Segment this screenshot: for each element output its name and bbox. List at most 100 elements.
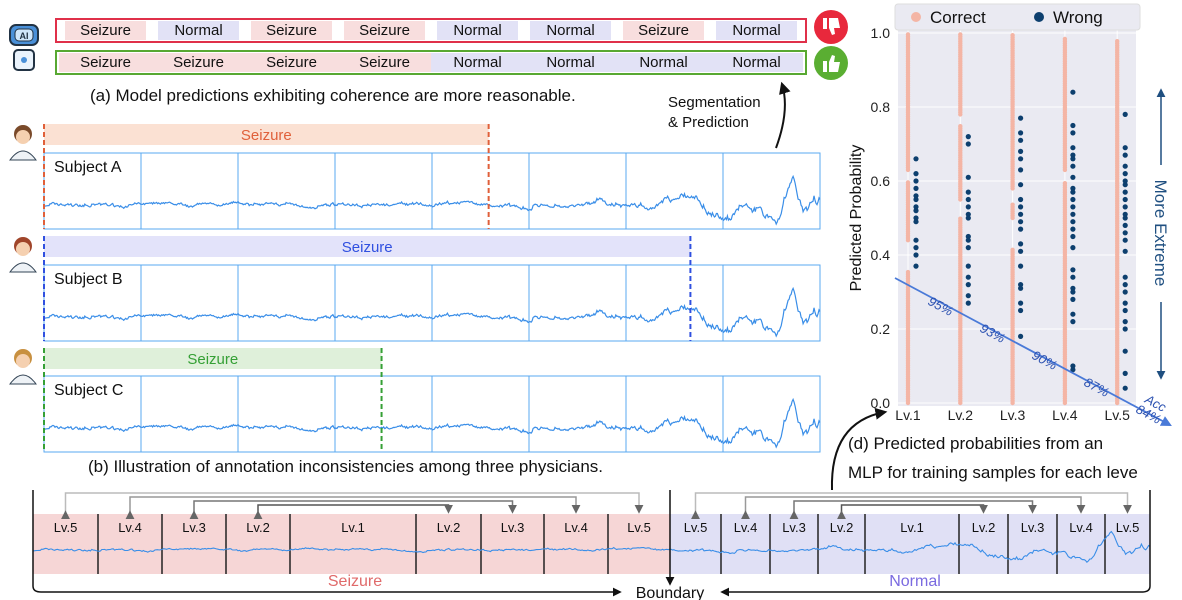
correct-point: [958, 32, 963, 37]
wrong-point: [1070, 122, 1076, 129]
prediction-cell-seizure: Seizure: [623, 21, 704, 40]
level-pair-arrow: [741, 496, 1086, 520]
annotation-bar: [44, 348, 382, 369]
level-label: Lv.4: [1069, 520, 1093, 535]
wrong-point: [965, 263, 971, 269]
panel-d-arrow: [830, 407, 888, 491]
correct-point: [905, 269, 911, 275]
prediction-cell-seizure: Seizure: [344, 21, 425, 40]
wrong-point: [913, 208, 919, 214]
level-pair-arrow: [125, 496, 581, 520]
wrong-point: [1122, 319, 1128, 325]
annotation-label: Seizure: [241, 127, 292, 144]
wrong-point: [1070, 311, 1076, 317]
wrong-point: [965, 245, 971, 251]
plot-area: [898, 30, 1136, 406]
wrong-point: [1122, 189, 1128, 195]
wrong-point: [1122, 326, 1128, 332]
eeg-signal: [33, 530, 1151, 563]
x-tick-label: Lv.3: [1000, 407, 1026, 423]
wrong-point: [1070, 211, 1076, 217]
prediction-cell-seizure: Seizure: [251, 21, 332, 40]
wrong-point: [965, 134, 971, 140]
annotation-bar: [44, 124, 489, 145]
level-label: Lv.1: [341, 520, 365, 535]
correct-point: [905, 32, 911, 37]
wrong-point: [1018, 263, 1024, 269]
y-tick-label: 0.8: [871, 99, 891, 115]
wrong-point: [965, 274, 971, 280]
level-label: Lv.3: [182, 520, 206, 535]
level-pair-arrow: [253, 504, 453, 520]
wrong-point: [913, 196, 919, 203]
legend-wrong-marker: [1034, 12, 1044, 22]
normal-bracket-arrow: [720, 490, 1151, 597]
prediction-cell-normal: Normal: [617, 53, 710, 72]
correct-point: [1010, 247, 1015, 253]
boundary-label: Boundary: [636, 585, 705, 600]
level-label: Lv.1: [900, 520, 924, 535]
wrong-point: [965, 204, 971, 210]
y-tick-label: 1.0: [871, 25, 891, 41]
caption-a: (a) Model predictions exhibiting coheren…: [90, 86, 576, 105]
wrong-point: [1018, 156, 1024, 162]
wrong-point: [1070, 274, 1076, 280]
wrong-point: [1122, 196, 1128, 203]
wrong-point: [1018, 333, 1024, 339]
level-pair-arrow: [691, 492, 1132, 520]
wrong-point: [1070, 156, 1076, 162]
wrong-point: [1070, 219, 1076, 225]
wrong-point: [1122, 348, 1128, 354]
accuracy-trend-arrow: [894, 277, 1172, 427]
wrong-point: [1070, 130, 1076, 136]
caption-d-line2: MLP for training samples for each leve: [848, 463, 1138, 482]
physician-icon: [9, 349, 37, 385]
subject-name: Subject A: [54, 159, 122, 176]
correct-point: [905, 180, 911, 185]
wrong-point: [1070, 145, 1076, 151]
correct-point: [1062, 181, 1068, 186]
annotation-bar: [44, 236, 691, 257]
wrong-point: [1122, 289, 1128, 295]
wrong-point: [1070, 196, 1076, 203]
annotation-label: Seizure: [342, 239, 393, 256]
wrong-point: [1018, 285, 1024, 291]
wrong-point: [1018, 115, 1024, 121]
wrong-point: [913, 263, 919, 269]
wrong-point: [1018, 248, 1024, 254]
robot-ai-icon: AI: [9, 24, 39, 71]
thumbs-up-icon: [814, 46, 848, 80]
wrong-point: [1018, 219, 1024, 225]
wrong-point: [1018, 130, 1024, 136]
wrong-point: [1070, 226, 1076, 232]
wrong-point: [1018, 282, 1024, 288]
annotation-label: Seizure: [187, 351, 238, 368]
level-label: Lv.3: [1021, 520, 1045, 535]
subject-panel: Seizure Subject A: [9, 124, 821, 230]
wrong-point: [1018, 241, 1024, 247]
wrong-point: [965, 293, 971, 299]
svg-text:AI: AI: [20, 31, 29, 41]
x-tick-label: Lv.1: [895, 407, 921, 423]
y-tick-label: 0.2: [871, 321, 891, 337]
level-pair-arrow: [837, 504, 988, 520]
wrong-point: [965, 215, 971, 221]
level-label: Lv.2: [830, 520, 854, 535]
wrong-point: [1122, 237, 1128, 243]
wrong-point: [965, 300, 971, 306]
prediction-cell-seizure: Seizure: [245, 53, 338, 72]
prediction-cell-normal: Normal: [716, 21, 797, 40]
wrong-point: [1018, 300, 1024, 306]
wrong-point: [1122, 274, 1128, 280]
subject-name: Subject B: [54, 271, 122, 288]
wrong-point: [1018, 307, 1024, 314]
prediction-cell-seizure: Seizure: [338, 53, 431, 72]
y-tick-label: 0.6: [871, 173, 891, 189]
level-pair-arrow: [789, 500, 1037, 520]
correct-point: [1010, 33, 1015, 38]
wrong-point: [965, 141, 971, 147]
wrong-point: [913, 185, 919, 191]
level-label: Lv.4: [734, 520, 758, 535]
wrong-point: [913, 156, 919, 162]
x-tick-label: Lv.4: [1052, 407, 1078, 423]
